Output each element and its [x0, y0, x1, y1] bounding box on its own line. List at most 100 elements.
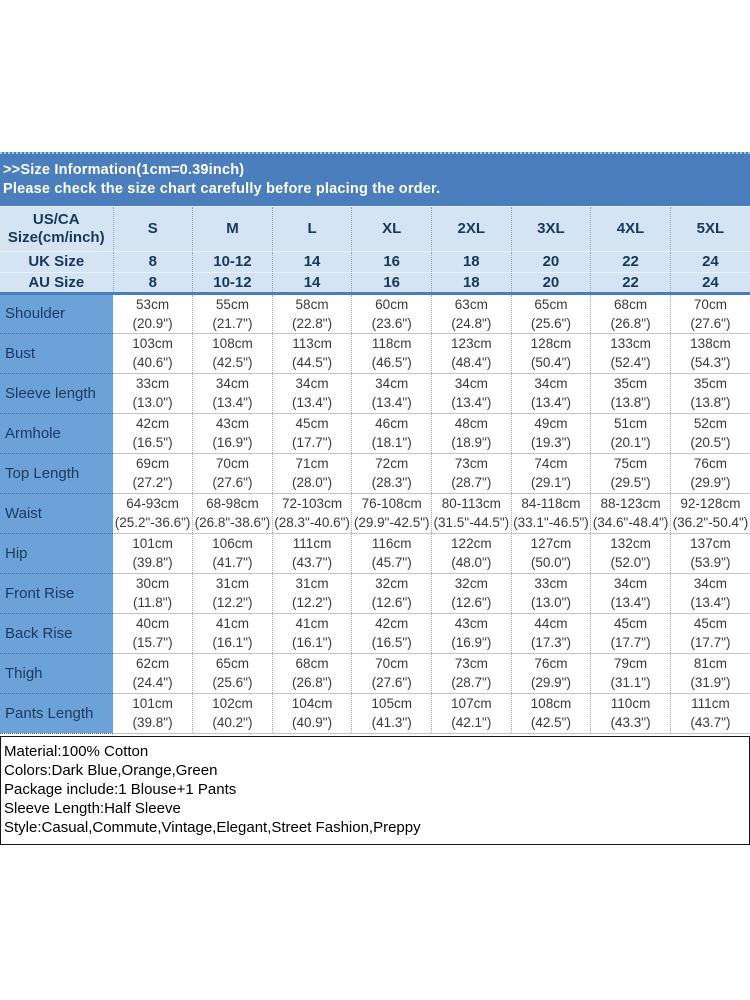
measurement-cell: 58cm (22.8")	[272, 293, 353, 334]
measurement-cell: 75cm (29.5")	[590, 453, 671, 494]
table-row: Pants Length 101cm (39.8") 102cm (40.2") 10…	[0, 693, 750, 734]
measurement-cell: 43cm (16.9")	[431, 613, 512, 654]
au-size-cell: 22	[590, 272, 671, 295]
uk-size-cell: 10-12	[192, 251, 273, 273]
measurement-cell: 104cm (40.9")	[272, 693, 353, 734]
row-label: Sleeve length	[0, 373, 113, 414]
measurement-cell: 138cm (54.3")	[670, 333, 750, 374]
measurement-cell: 65cm (25.6")	[192, 653, 273, 694]
measurement-cell: 52cm (20.5")	[670, 413, 750, 454]
measurement-cell: 63cm (24.8")	[431, 293, 512, 334]
measurement-cell: 35cm (13.8")	[670, 373, 750, 414]
size-col-header: S	[113, 207, 194, 252]
detail-line: Material:100% Cotton	[4, 742, 149, 760]
uk-size-cell: 22	[590, 251, 671, 273]
au-size-cell: 16	[351, 272, 432, 295]
corner-line2: Size(cm/inch)	[7, 228, 105, 246]
au-size-cell: 20	[511, 272, 592, 295]
au-size-cell: 24	[670, 272, 750, 295]
measurement-cell: 74cm (29.1")	[511, 453, 592, 494]
size-chart-table: US/CA Size(cm/inch) S M L XL 2XL 3XL 4XL 5XL UK…	[0, 207, 750, 734]
size-col-header: XL	[351, 207, 432, 252]
measurement-cell: 44cm (17.3")	[511, 613, 592, 654]
measurement-cell: 34cm (13.4")	[272, 373, 353, 414]
row-label: Top Length	[0, 453, 113, 494]
measurement-cell: 40cm (15.7")	[113, 613, 194, 654]
measurement-cell: 33cm (13.0")	[511, 573, 592, 614]
detail-line: Sleeve Length:Half Sleeve	[4, 799, 181, 817]
measurement-cell: 84-118cm (33.1"-46.5")	[511, 493, 592, 534]
measurement-cell: 70cm (27.6")	[351, 653, 432, 694]
measurement-cell: 34cm (13.4")	[590, 573, 671, 614]
uk-size-cell: 24	[670, 251, 750, 273]
measurement-cell: 34cm (13.4")	[351, 373, 432, 414]
au-size-cell: 14	[272, 272, 353, 295]
measurement-cell: 60cm (23.6")	[351, 293, 432, 334]
measurement-cell: 33cm (13.0")	[113, 373, 194, 414]
measurement-cell: 34cm (13.4")	[192, 373, 273, 414]
measurement-cell: 111cm (43.7")	[272, 533, 353, 574]
measurement-cell: 46cm (18.1")	[351, 413, 432, 454]
row-label: Armhole	[0, 413, 113, 454]
size-col-header: 4XL	[590, 207, 671, 252]
measurement-cell: 45cm (17.7")	[670, 613, 750, 654]
table-row: Thigh 62cm (24.4") 65cm (25.6") 68cm (26.8"…	[0, 653, 750, 694]
uk-size-cell: 20	[511, 251, 592, 273]
measurement-cell: 92-128cm (36.2"-50.4")	[670, 493, 750, 534]
measurement-cell: 73cm (28.7")	[431, 453, 512, 494]
measurement-cell: 70cm (27.6")	[670, 293, 750, 334]
size-col-header: 2XL	[431, 207, 512, 252]
measurement-cell: 107cm (42.1")	[431, 693, 512, 734]
size-col-header: L	[272, 207, 353, 252]
corner-line1: US/CA	[32, 210, 80, 228]
measurement-cell: 34cm (13.4")	[431, 373, 512, 414]
measurement-cell: 73cm (28.7")	[431, 653, 512, 694]
au-size-label: AU Size	[0, 272, 114, 295]
measurement-cell: 48cm (18.9")	[431, 413, 512, 454]
table-row: Shoulder 53cm (20.9") 55cm (21.7") 58cm (22…	[0, 293, 750, 334]
measurement-cell: 68cm (26.8")	[272, 653, 353, 694]
measurement-cell: 51cm (20.1")	[590, 413, 671, 454]
measurement-cell: 108cm (42.5")	[192, 333, 273, 374]
measurement-cell: 108cm (42.5")	[511, 693, 592, 734]
measurement-cell: 132cm (52.0")	[590, 533, 671, 574]
table-row: Sleeve length 33cm (13.0") 34cm (13.4") 34c…	[0, 373, 750, 414]
measurement-cell: 71cm (28.0")	[272, 453, 353, 494]
measurement-cell: 118cm (46.5")	[351, 333, 432, 374]
measurement-cell: 76-108cm (29.9"-42.5")	[351, 493, 432, 534]
measurement-body: Shoulder 53cm (20.9") 55cm (21.7") 58cm (22…	[0, 293, 750, 734]
measurement-cell: 101cm (39.8")	[113, 693, 194, 734]
measurement-cell: 41cm (16.1")	[272, 613, 353, 654]
au-size-cell: 18	[431, 272, 512, 295]
measurement-cell: 80-113cm (31.5"-44.5")	[431, 493, 512, 534]
measurement-cell: 35cm (13.8")	[590, 373, 671, 414]
size-col-header: 3XL	[511, 207, 592, 252]
measurement-cell: 88-123cm (34.6"-48.4")	[590, 493, 671, 534]
table-row: Bust 103cm (40.6") 108cm (42.5") 113cm (44.…	[0, 333, 750, 374]
measurement-cell: 42cm (16.5")	[351, 613, 432, 654]
row-label: Thigh	[0, 653, 113, 694]
au-size-row: AU Size 8 10-12 14 16 18 20 22 24	[0, 272, 750, 295]
uk-size-cell: 14	[272, 251, 353, 273]
measurement-cell: 113cm (44.5")	[272, 333, 353, 374]
uk-size-row: UK Size 8 10-12 14 16 18 20 22 24	[0, 251, 750, 273]
size-chart-page: >>Size Information(1cm=0.39inch) Please …	[0, 152, 750, 845]
product-details: Material:100% Cotton Colors:Dark Blue,Ora…	[0, 735, 750, 845]
measurement-cell: 102cm (40.2")	[192, 693, 273, 734]
measurement-cell: 31cm (12.2")	[272, 573, 353, 614]
uk-size-cell: 18	[431, 251, 512, 273]
corner-cell: US/CA Size(cm/inch)	[0, 207, 114, 252]
table-row: Hip 101cm (39.8") 106cm (41.7") 111cm (43.7…	[0, 533, 750, 574]
measurement-cell: 53cm (20.9")	[113, 293, 194, 334]
measurement-cell: 68cm (26.8")	[590, 293, 671, 334]
measurement-cell: 34cm (13.4")	[511, 373, 592, 414]
measurement-cell: 72-103cm (28.3"-40.6")	[272, 493, 353, 534]
au-size-cell: 8	[113, 272, 194, 295]
table-row: Front Rise 30cm (11.8") 31cm (12.2") 31cm (…	[0, 573, 750, 614]
table-row: Waist 64-93cm (25.2"-36.6") 68-98cm (26.8"…	[0, 493, 750, 534]
measurement-cell: 101cm (39.8")	[113, 533, 194, 574]
measurement-cell: 137cm (53.9")	[670, 533, 750, 574]
uk-size-cell: 8	[113, 251, 194, 273]
row-label: Bust	[0, 333, 113, 374]
table-row: Armhole 42cm (16.5") 43cm (16.9") 45cm (17.…	[0, 413, 750, 454]
